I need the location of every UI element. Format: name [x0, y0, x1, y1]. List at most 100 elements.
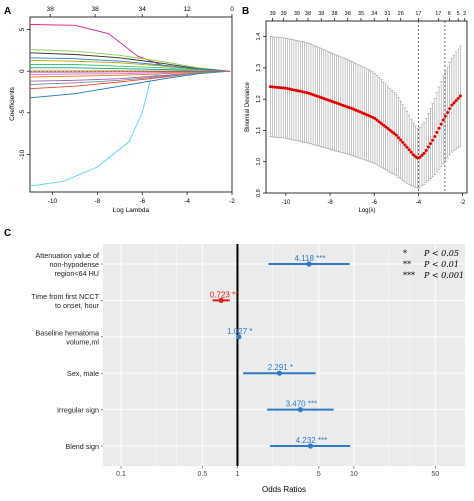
odds-ratio-label: 3.470 *** [286, 400, 318, 409]
significance-stars: *** [403, 271, 415, 280]
row-label-line: region<64 HU [54, 269, 99, 278]
deviance-point [428, 142, 432, 146]
coefficient-path-4 [29, 49, 230, 72]
x-tick-label-c: 0.5 [198, 471, 208, 478]
row-label-line: to onset, hour [55, 301, 100, 310]
deviance-point [443, 114, 447, 118]
odds-ratio-label: 4.232 *** [296, 436, 328, 445]
deviance-point [426, 145, 430, 149]
x-tick-label-a: -4 [184, 198, 190, 205]
deviance-point [390, 130, 394, 134]
x-tick-label-c: 10 [350, 471, 358, 478]
x-axis-label-a: Log Lambda [113, 207, 150, 214]
row-label-line: Sex, male [67, 369, 99, 378]
plot-frame-a [29, 16, 233, 193]
coefficient-path-14 [29, 70, 230, 85]
odds-ratio-point [306, 261, 312, 267]
x-tick-label-b: -4 [416, 200, 422, 206]
row-label: Blend sign [65, 442, 99, 451]
y-axis-label-b: Binomial Deviance [245, 81, 251, 131]
top-tick-label-b: 5 [457, 11, 460, 17]
top-tick-label-b: 35 [358, 11, 364, 17]
deviance-point [386, 127, 390, 131]
x-tick-label-b: -8 [327, 200, 333, 206]
x-tick-label-c: 1 [236, 471, 240, 478]
x-axis-label-c: Odds Ratios [262, 485, 306, 494]
top-tick-label-b: 39 [281, 11, 287, 17]
deviance-point [377, 120, 381, 124]
row-label-line: non-hypodense [49, 260, 99, 269]
deviance-point [441, 118, 445, 122]
x-tick-label-c: 0.1 [116, 471, 126, 478]
top-tick-label-b: 17 [415, 11, 421, 17]
deviance-point [392, 132, 396, 136]
x-tick-label-b: -2 [460, 200, 466, 206]
deviance-point [375, 118, 379, 122]
lambda-reference-lines [418, 21, 446, 193]
top-tick-label-b: 6 [448, 11, 451, 17]
deviance-point [399, 138, 403, 142]
row-label-line: Blend sign [65, 442, 99, 451]
x-tick-label-a: -6 [139, 198, 145, 205]
y-tick-label-a: -5 [19, 110, 26, 116]
top-tick-label-a: 0 [230, 6, 234, 13]
axes-c: Attenuation value of non-hypodense region<… [31, 251, 439, 478]
deviance-point [396, 136, 400, 140]
coefficient-path-2 [29, 70, 230, 187]
top-tick-label-a: 34 [139, 6, 147, 13]
deviance-point [448, 107, 452, 111]
row-label: Time from first NCCT to onset, hour [31, 292, 99, 310]
deviance-point [439, 122, 443, 126]
row-label-line: Time from first NCCT [31, 292, 99, 301]
deviance-point [450, 103, 454, 107]
y-tick-label-b: 1.4 [256, 33, 262, 41]
plot-background-c [103, 244, 465, 466]
forest-rows: 4.118 *** 0.723 ** 1.027 * 2.291 * 3.470 ***… [210, 244, 351, 466]
deviance-point [420, 153, 424, 157]
coefficient-path-3 [29, 70, 230, 99]
top-tick-label-a: 12 [183, 6, 191, 13]
odds-ratio-point [276, 370, 282, 376]
top-tick-label-b: 39 [270, 11, 276, 17]
row-label: Irregular sign [57, 406, 99, 415]
x-tick-label-c: 5 [317, 471, 321, 478]
cross-validation-plot: -10 -8 -6 -4 -2 0.9 1.0 1.1 1.2 1.3 1.4 39 39 39 38 38 3… [245, 11, 468, 214]
row-label-line: Baseline hematoma [35, 328, 99, 337]
top-tick-label-b: 39 [294, 11, 300, 17]
panel-c-letter: C [4, 228, 11, 239]
x-tick-label-a: -8 [94, 198, 100, 205]
odds-ratio-label: 4.118 *** [295, 254, 326, 263]
odds-ratio-point [307, 443, 314, 449]
deviance-point [418, 155, 422, 159]
odds-ratio-label: 2.291 * [268, 363, 293, 372]
deviance-point [379, 122, 383, 126]
deviance-point [405, 145, 409, 149]
top-tick-label-a: 38 [47, 6, 55, 13]
deviance-point [384, 125, 388, 129]
row-label-line: Attenuation value of [35, 251, 99, 260]
x-tick-label-a: -2 [229, 198, 235, 205]
panel-a-letter: A [4, 6, 11, 17]
top-tick-label-b: 17 [435, 11, 441, 17]
significance-legend: * P < 0.05 ** P < 0.01 *** P < 0.001 [403, 249, 464, 280]
y-tick-label-b: 1.0 [256, 158, 262, 166]
plot-frame-b [265, 20, 468, 194]
y-tick-label-a: 0 [19, 69, 26, 73]
deviance-point [456, 96, 460, 100]
x-axis-label-b: Log(λ) [358, 208, 375, 214]
y-tick-label-a: -10 [19, 149, 26, 159]
forest-plot: 4.118 *** 0.723 ** 1.027 * 2.291 * 3.470 ***… [31, 244, 465, 494]
lasso-coefficient-plot: -10 -8 -6 -4 -2 -10 -5 0 5 38 38 34 12 0 Log Lambda C… [9, 6, 235, 214]
deviance-point [446, 110, 450, 114]
row-label-line: Irregular sign [57, 406, 99, 415]
axes-b: -10 -8 -6 -4 -2 0.9 1.0 1.1 1.2 1.3 1.4 39 39 39 38 38 3… [256, 11, 466, 206]
significance-threshold: P < 0.001 [423, 271, 464, 280]
row-label: Attenuation value of non-hypodense region<… [35, 251, 99, 278]
significance-threshold: P < 0.01 [423, 260, 459, 269]
x-tick-label-c: 50 [431, 471, 439, 478]
top-tick-label-b: 31 [384, 11, 390, 17]
deviance-point [394, 133, 398, 137]
top-tick-label-b: 2 [463, 11, 466, 17]
odds-ratio-label: 1.027 * [227, 327, 252, 336]
